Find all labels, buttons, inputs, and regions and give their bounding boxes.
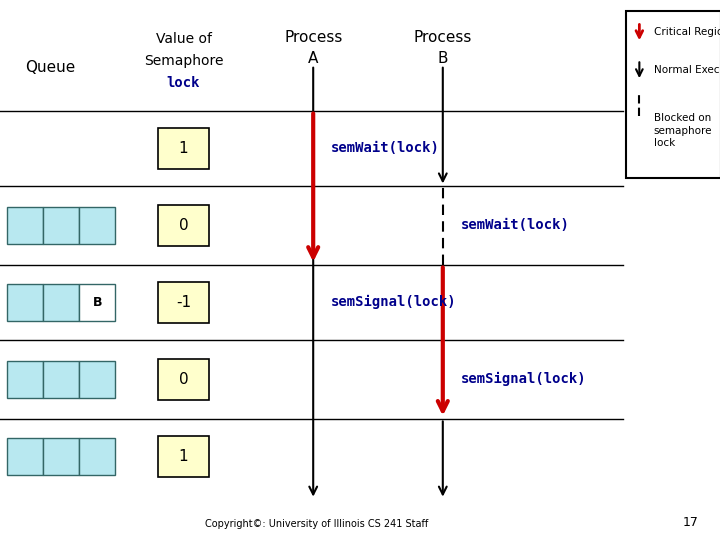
Bar xyxy=(43,361,79,397)
Bar xyxy=(626,11,720,178)
Text: Queue: Queue xyxy=(25,60,76,75)
Text: Critical Region: Critical Region xyxy=(654,28,720,37)
Text: Process: Process xyxy=(284,30,343,45)
Text: -1: -1 xyxy=(176,295,192,310)
Text: Value of: Value of xyxy=(156,32,212,46)
Bar xyxy=(158,359,209,400)
Bar xyxy=(7,207,43,244)
Text: Normal Execution: Normal Execution xyxy=(654,65,720,75)
Text: 1: 1 xyxy=(179,449,189,464)
Bar xyxy=(43,207,79,244)
Text: Blocked on
semaphore
lock: Blocked on semaphore lock xyxy=(654,113,712,148)
Text: A: A xyxy=(308,51,318,66)
Text: semWait(lock): semWait(lock) xyxy=(461,219,570,232)
Text: semWait(lock): semWait(lock) xyxy=(331,141,440,156)
Bar xyxy=(7,284,43,321)
Text: semSignal(lock): semSignal(lock) xyxy=(331,295,456,309)
Bar xyxy=(79,284,115,321)
Bar xyxy=(79,438,115,475)
Bar xyxy=(158,205,209,246)
Bar xyxy=(158,436,209,477)
Text: lock: lock xyxy=(167,76,200,90)
Text: 1: 1 xyxy=(179,141,189,156)
Bar xyxy=(43,284,79,321)
Text: B: B xyxy=(92,296,102,309)
Bar xyxy=(43,438,79,475)
Text: 0: 0 xyxy=(179,372,189,387)
Text: Process: Process xyxy=(413,30,472,45)
Bar xyxy=(79,207,115,244)
Text: 0: 0 xyxy=(179,218,189,233)
Bar xyxy=(7,438,43,475)
Text: B: B xyxy=(438,51,448,66)
Bar xyxy=(158,282,209,322)
Text: Copyright©: University of Illinois CS 241 Staff: Copyright©: University of Illinois CS 24… xyxy=(205,519,428,529)
Bar xyxy=(7,361,43,397)
Bar xyxy=(158,128,209,168)
Text: Semaphore: Semaphore xyxy=(144,54,223,68)
Bar xyxy=(79,361,115,397)
Text: 17: 17 xyxy=(683,516,698,529)
Text: semSignal(lock): semSignal(lock) xyxy=(461,372,586,387)
